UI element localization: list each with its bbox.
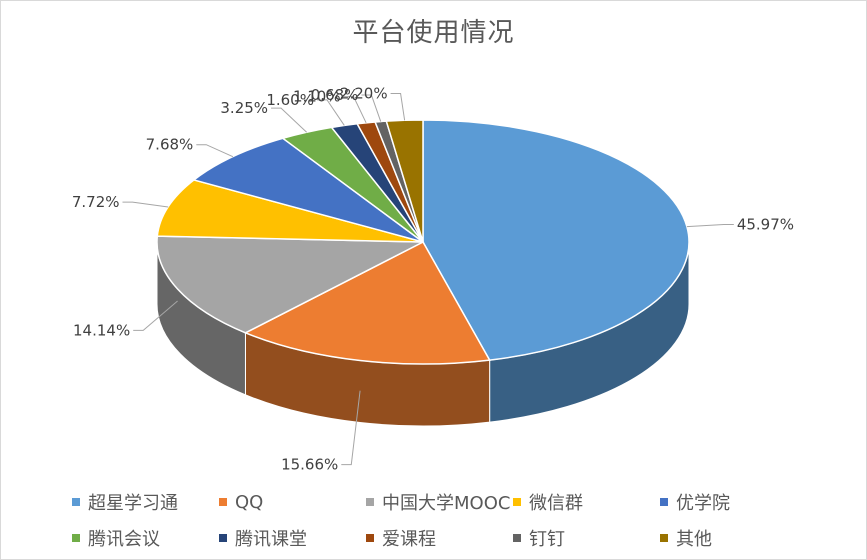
legend-item: 腾讯课堂 [219, 520, 366, 556]
data-label-8: 0.68% [311, 86, 359, 104]
data-label-4: 7.68% [146, 136, 194, 154]
data-label-7: 1.10% [293, 88, 341, 106]
legend-label: 优学院 [676, 493, 730, 514]
data-label-2: 14.14% [73, 321, 130, 339]
leader-line-3 [122, 201, 169, 208]
leader-line-0 [686, 223, 734, 228]
legend-swatch [513, 534, 521, 542]
legend-label: 超星学习通 [88, 493, 178, 514]
legend-item: 微信群 [513, 484, 660, 520]
data-label-1: 15.66% [281, 456, 338, 474]
legend-item: 超星学习通 [72, 484, 219, 520]
leader-line-5 [271, 107, 307, 133]
legend-item: 钉钉 [513, 520, 660, 556]
legend-label: 中国大学MOOC [382, 493, 511, 514]
leader-line-9 [390, 93, 406, 121]
data-label-5: 3.25% [220, 99, 268, 117]
legend-swatch [366, 534, 374, 542]
leader-line-6 [316, 99, 345, 126]
legend-swatch [660, 534, 668, 542]
legend-item: 优学院 [660, 484, 807, 520]
pie-slice-2 [156, 235, 424, 334]
legend-swatch [513, 498, 521, 506]
legend-label: 其他 [676, 529, 712, 550]
pie-slice-3 [156, 179, 424, 243]
legend-label: QQ [235, 491, 264, 513]
data-label-6: 1.60% [266, 91, 314, 109]
pie-slice-4 [192, 137, 424, 243]
legend-label: 腾讯会议 [88, 529, 160, 550]
chart-title: 平台使用情况 [352, 18, 515, 48]
legend-item: 爱课程 [366, 520, 513, 556]
legend-swatch [72, 498, 80, 506]
data-label-9: 2.20% [340, 85, 388, 103]
legend-swatch [219, 534, 227, 542]
legend-item: 其他 [660, 520, 807, 556]
legend-swatch [660, 498, 668, 506]
legend: 超星学习通 QQ 中国大学MOOC 微信群 优学院腾讯会议 腾讯课堂 爱课程 钉钉 其他 [72, 484, 852, 556]
legend-item: 腾讯会议 [72, 520, 219, 556]
legend-swatch [72, 534, 80, 542]
leader-line-1 [341, 390, 361, 466]
data-label-0: 45.97% [737, 215, 794, 233]
legend-swatch [219, 498, 227, 506]
legend-label: 微信群 [529, 493, 583, 514]
pie-slice-0 [422, 119, 690, 361]
leader-line-4 [196, 144, 234, 158]
leader-line-7 [343, 96, 367, 124]
legend-item: QQ [219, 484, 366, 520]
leader-line-2 [133, 300, 178, 331]
legend-item: 中国大学MOOC [366, 484, 513, 520]
data-label-3: 7.72% [72, 193, 120, 211]
pie-slice-1 [243, 241, 491, 365]
legend-label: 钉钉 [529, 529, 565, 550]
legend-label: 爱课程 [382, 529, 436, 550]
leader-line-8 [361, 94, 382, 122]
pie-slice-9 [385, 119, 424, 243]
legend-label: 腾讯课堂 [235, 529, 307, 550]
legend-swatch [366, 498, 374, 506]
